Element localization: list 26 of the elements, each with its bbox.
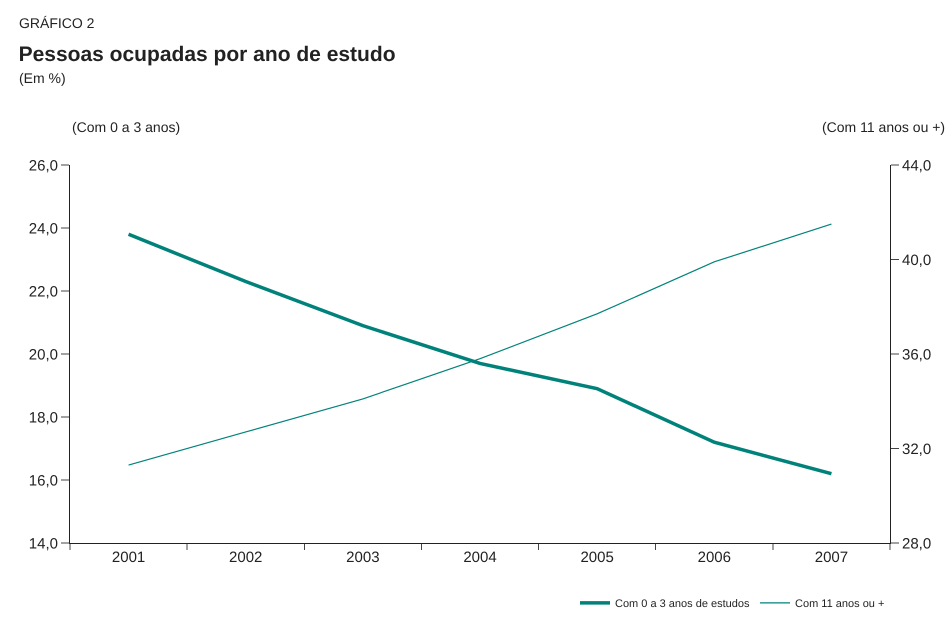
y-axis-title: (Com 0 a 3 anos) (72, 119, 180, 135)
y2-tick-label: 44,0 (902, 157, 932, 174)
legend-label: Com 11 anos ou + (795, 598, 884, 610)
x-tick-label: 2006 (698, 549, 731, 566)
y2-tick-label: 32,0 (902, 440, 932, 458)
y-tick-label: 14,0 (28, 535, 58, 552)
x-tick-label: 2004 (463, 549, 497, 566)
legend-label: Com 0 a 3 anos de estudos (615, 598, 750, 610)
y-tick-label: 22,0 (28, 283, 58, 300)
y-tick-label: 16,0 (28, 472, 58, 490)
y2-axis-title: (Com 11 anos ou +) (822, 119, 946, 135)
x-tick-label: 2002 (229, 549, 262, 566)
text: GRÁFICO 2 (19, 15, 95, 31)
y-tick-label: 24,0 (28, 220, 58, 238)
y-tick-label: 18,0 (28, 409, 58, 426)
chart-title: Pessoas ocupadas por ano de estudo (18, 42, 396, 66)
x-tick-label: 2003 (346, 549, 380, 566)
y-tick-label: 26,0 (28, 157, 58, 174)
y-tick-label: 20,0 (28, 346, 58, 364)
x-tick-label: 2001 (112, 549, 146, 566)
chart-subtitle: (Em %) (19, 70, 66, 86)
y2-tick-label: 36,0 (902, 346, 932, 364)
y2-tick-label: 28,0 (902, 535, 932, 552)
y2-tick-label: 40,0 (902, 252, 932, 269)
x-tick-label: 2007 (814, 549, 848, 566)
x-tick-label: 2005 (580, 549, 614, 566)
